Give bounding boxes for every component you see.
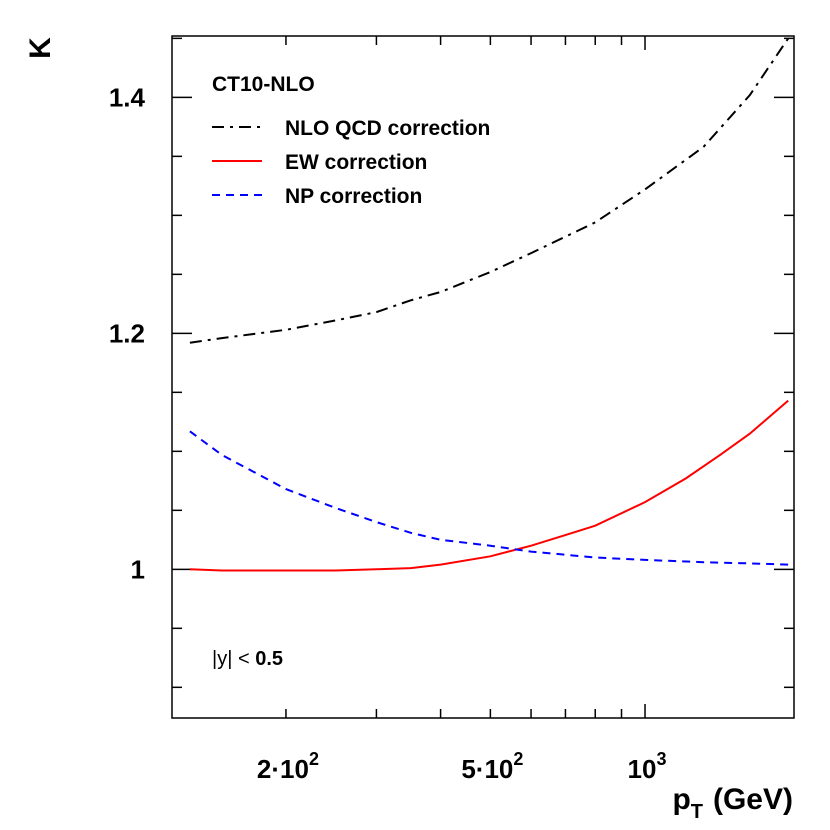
x-tick-label: 5·102 — [461, 749, 523, 784]
x-tick-label-mantissa: 2·10 — [257, 754, 309, 784]
rapidity-annotation-value: 0.5 — [255, 648, 283, 670]
legend: CT10-NLO NLO QCD correction EW correction… — [212, 73, 490, 208]
plot-frame — [171, 35, 795, 719]
x-tick-label-mantissa: 5·10 — [461, 754, 513, 784]
y-axis: 1 1.2 1.4 — [109, 37, 794, 689]
x-tick-label: 2·102 — [257, 749, 319, 784]
y-tick-label: 1.2 — [109, 318, 145, 348]
y-tick-label: 1.4 — [109, 82, 146, 112]
x-axis-title-main: p — [672, 783, 690, 816]
rapidity-annotation: |y| < 0.5 — [212, 648, 283, 670]
x-axis: 2·102 5·102 103 — [257, 36, 667, 784]
ew-correction-line — [189, 399, 789, 572]
np-correction-line — [189, 430, 789, 566]
legend-label-np-correction: NP correction — [285, 185, 422, 208]
x-tick-label-mantissa: 10 — [628, 754, 657, 784]
x-tick-label: 103 — [628, 749, 667, 784]
series-lines — [189, 37, 790, 572]
x-tick-label-exponent: 3 — [656, 749, 666, 769]
x-tick-label-exponent: 2 — [513, 749, 523, 769]
x-axis-title-unit: (GeV) — [713, 783, 793, 816]
rapidity-annotation-prefix: |y| < — [212, 648, 250, 670]
x-axis-title: pT (GeV) — [672, 783, 793, 823]
legend-label-nlo-qcd-correction: NLO QCD correction — [285, 117, 490, 140]
x-tick-label-exponent: 2 — [309, 749, 319, 769]
y-axis-title: K — [24, 37, 57, 59]
legend-title: CT10-NLO — [212, 73, 315, 96]
x-axis-title-subscript: T — [691, 801, 703, 823]
legend-label-ew-correction: EW correction — [285, 151, 427, 174]
y-tick-label: 1 — [131, 554, 145, 584]
nlo-qcd-correction-line — [189, 37, 790, 344]
